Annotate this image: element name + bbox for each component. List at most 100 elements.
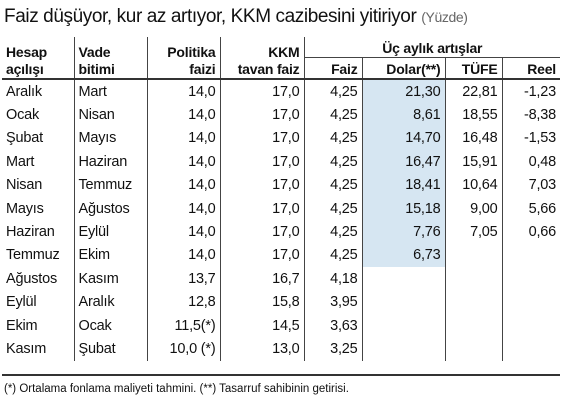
table-cell: 17,0: [220, 243, 305, 268]
table-cell: 4,25: [304, 103, 363, 127]
table-cell: 10,64: [445, 173, 503, 197]
table-cell: -8,38: [523, 107, 556, 124]
table-cell: [502, 314, 560, 337]
table-cell: 9,00: [445, 196, 503, 221]
header-line: Vade: [78, 44, 111, 60]
table-cell: [502, 267, 560, 290]
table-cell: 4,25: [304, 173, 363, 197]
table-row: Ekim Ocak 11,5(*) 14,5 3,63: [2, 313, 560, 338]
table-cell: Temmuz: [2, 243, 75, 268]
table-cell: 15,18: [362, 196, 446, 221]
table-cell: 0,48: [528, 153, 557, 170]
table-cell: Haziran: [2, 220, 75, 244]
header-line: açılışı: [6, 61, 44, 77]
column-header: Politika faizi: [147, 37, 221, 80]
table-cell: 14,0: [147, 196, 221, 221]
table-cell: 3,95: [304, 290, 363, 314]
table-cell: Haziran: [74, 150, 148, 174]
table-cell: 3,25: [304, 337, 363, 361]
table-cell: 7,05: [445, 220, 503, 244]
table-cell: 14,0: [147, 150, 221, 174]
table-row: Şubat Mayıs 14,0 17,0 4,25 14,70 16,48 -1,53: [2, 126, 560, 151]
table-cell: 4,25: [304, 220, 363, 244]
table-cell: 4,25: [304, 126, 363, 151]
subcolumn-header: Faiz: [304, 57, 363, 80]
table-cell: 14,70: [362, 126, 446, 151]
table-cell: Mayıs: [74, 126, 148, 151]
table-cell: Aralık: [74, 290, 148, 314]
header-row: Hesap açılışı Vade bitimi Politika faizi KKM ta…: [2, 37, 560, 80]
table-cell: 14,5: [220, 313, 305, 338]
table-cell: 4,18: [304, 267, 363, 291]
table-row: Eylül Aralık 12,8 15,8 3,95: [2, 290, 560, 314]
data-table: Hesap açılışı Vade bitimi Politika faizi KKM ta…: [2, 37, 560, 361]
header-line: bitimi: [78, 61, 115, 77]
table-cell: 14,0: [147, 79, 221, 104]
table-cell: 17,0: [220, 103, 305, 127]
table-row: Mayıs Ağustos 14,0 17,0 4,25 15,18 9,00 5,66: [2, 196, 560, 221]
table-cell: Ağustos: [74, 196, 148, 221]
table-cell: 13,0: [220, 337, 305, 361]
table-cell: 17,0: [220, 126, 305, 151]
table-cell: 21,30: [362, 79, 446, 104]
table-cell: 17,0: [220, 79, 305, 104]
table-cell: 17,0: [220, 196, 305, 221]
table-cell: [445, 290, 503, 314]
table-cell: Nisan: [74, 103, 148, 127]
table-cell: [445, 313, 503, 338]
table-cell: [502, 244, 560, 267]
table-cell: 14,0: [147, 243, 221, 268]
header-line: Hesap: [6, 44, 48, 60]
rule: [2, 374, 560, 376]
table-cell: Ekim: [2, 313, 75, 338]
table-cell: 5,66: [528, 200, 557, 217]
table-row: Mart Haziran 14,0 17,0 4,25 16,47 15,91 0,48: [2, 150, 560, 174]
table-cell: 16,47: [362, 150, 446, 174]
header-line: Politika: [167, 44, 216, 60]
table-cell: Ocak: [74, 313, 148, 338]
column-header: KKM tavan faiz: [220, 37, 305, 80]
table-cell: 10,0 (*): [147, 337, 221, 361]
table-row: Temmuz Ekim 14,0 17,0 4,25 6,73: [2, 243, 560, 268]
subcolumn-header: Reel: [502, 57, 560, 80]
group-header: Üç aylık artışlar: [304, 37, 560, 58]
subcolumn-header: TÜFE: [445, 57, 503, 80]
table-cell: 4,25: [304, 150, 363, 174]
table-cell: Ekim: [74, 243, 148, 268]
table-cell: 8,61: [362, 103, 446, 127]
column-header: Hesap açılışı: [2, 37, 75, 80]
table-cell: 14,0: [147, 103, 221, 127]
table-cell: 16,48: [445, 126, 503, 151]
table-cell: 7,03: [528, 177, 557, 194]
table-cell: Temmuz: [74, 173, 148, 197]
table-row: Aralık Mart 14,0 17,0 4,25 21,30 22,81 -1,23: [2, 79, 560, 104]
header-line: KKM: [268, 44, 300, 60]
header-line: tavan faiz: [237, 61, 300, 77]
title-text: Faiz düşüyor, kur az artıyor, KKM cazibe…: [4, 6, 417, 27]
table-cell: 17,0: [220, 173, 305, 197]
table-cell: 14,0: [147, 173, 221, 197]
header-row: Faiz Dolar(**) TÜFE Reel: [2, 57, 560, 80]
table-cell: [362, 267, 446, 291]
table-cell: -1,23: [523, 83, 556, 100]
table-cell: 22,81: [445, 79, 503, 104]
table-cell: 0,66: [528, 224, 557, 241]
table-cell: 14,0: [147, 126, 221, 151]
table-row: Kasım Şubat 10,0 (*) 13,0 3,25: [2, 337, 560, 361]
table-row: Haziran Eylül 14,0 17,0 4,25 7,76 7,05 0,66: [2, 220, 560, 244]
table-cell: Mart: [74, 79, 148, 104]
table-cell: 18,41: [362, 173, 446, 197]
subcolumn-header: Dolar(**): [362, 57, 446, 80]
footnote: (*) Ortalama fonlama maliyeti tahmini. (…: [4, 383, 349, 395]
table-cell: 17,0: [220, 150, 305, 174]
table-cell: Eylül: [2, 290, 75, 314]
table-cell: 16,7: [220, 267, 305, 291]
table-cell: [502, 291, 560, 314]
table-cell: 17,0: [220, 220, 305, 244]
title: Faiz düşüyor, kur az artıyor, KKM cazibe…: [4, 6, 468, 28]
table-cell: [502, 337, 560, 360]
table-cell: [362, 313, 446, 338]
table-row: Nisan Temmuz 14,0 17,0 4,25 18,41 10,64 7,03: [2, 173, 560, 197]
table-cell: Ocak: [2, 103, 75, 127]
